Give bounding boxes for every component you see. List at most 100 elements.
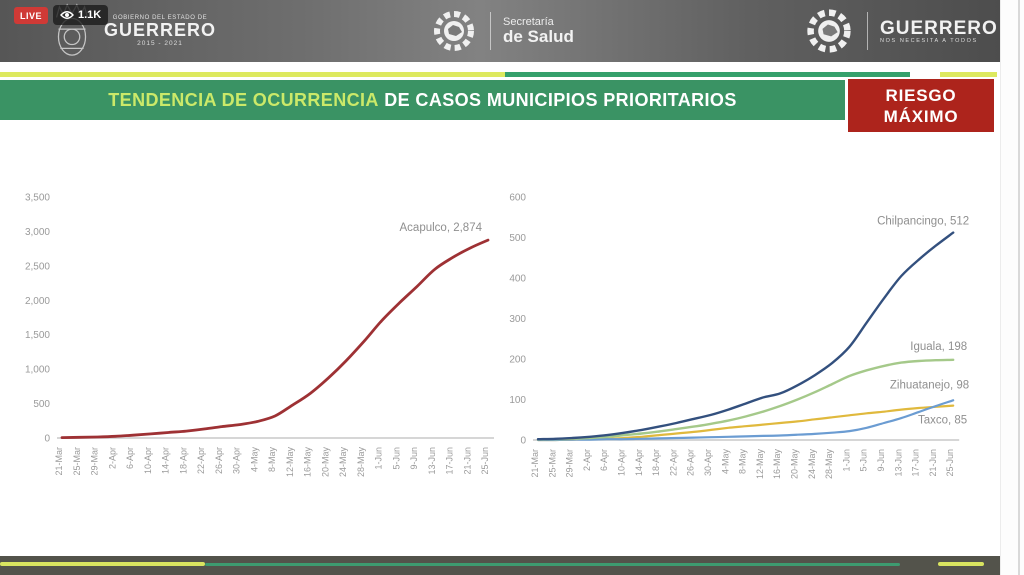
x-tick-label: 4-May [720, 449, 730, 475]
x-tick-label: 18-Apr [178, 447, 188, 474]
x-tick-label: 28-May [356, 447, 366, 478]
title-banner: TENDENCIA DE OCURRENCIA DE CASOS MUNICIP… [0, 80, 845, 120]
gov-line3: 2015 - 2021 [137, 40, 183, 47]
x-tick-label: 13-Jun [427, 447, 437, 475]
x-tick-label: 24-May [338, 447, 348, 478]
brand-line2: NOS NECESITA A TODOS [880, 37, 978, 44]
header-divider [490, 12, 491, 50]
gov-line2: GUERRERO [104, 20, 217, 40]
title-mid: DE CASOS [378, 89, 487, 110]
title-highlight: TENDENCIA DE OCURRENCIA [108, 89, 379, 110]
footer-line-green [205, 563, 900, 566]
salud-line1: Secretaría [503, 16, 554, 28]
x-tick-label: 21-Jun [462, 447, 472, 475]
gov-line1: GOBIERNO DEL ESTADO DE [112, 15, 208, 21]
series-line-chilpancingo [536, 231, 955, 441]
viewer-count: 1.1K [78, 9, 102, 21]
x-tick-label: 28-May [824, 449, 834, 480]
x-tick-label: 20-May [790, 449, 800, 480]
x-tick-label: 2-Apr [107, 447, 117, 469]
series-line-iguala [536, 358, 955, 441]
x-tick-label: 2-Apr [582, 449, 592, 471]
y-tick-label: 3,000 [25, 227, 50, 238]
right-gutter-edge [1000, 0, 1001, 575]
y-tick-label: 400 [509, 274, 526, 285]
y-tick-label: 2,000 [25, 296, 50, 307]
y-tick-label: 300 [509, 314, 526, 325]
x-tick-label: 1-Jun [374, 447, 384, 470]
x-tick-label: 14-Apr [161, 447, 171, 474]
x-tick-label: 16-May [303, 447, 313, 478]
x-tick-label: 16-May [772, 449, 782, 480]
x-tick-label: 25-Mar [547, 449, 557, 478]
y-tick-label: 500 [509, 233, 526, 244]
x-tick-label: 8-May [738, 449, 748, 475]
header-bar: GOBIERNO DEL ESTADO DE GUERRERO 2015 - 2… [0, 0, 1000, 62]
accent-stripe-green [505, 72, 910, 77]
series-line-acapulco [60, 238, 490, 440]
salud-wreath-icon [434, 11, 474, 51]
x-tick-label: 9-Jun [409, 447, 419, 470]
x-tick-label: 21-Mar [530, 449, 540, 478]
series-end-label-zihuatanejo: Zihuatanejo, 98 [890, 379, 969, 391]
x-tick-label: 13-Jun [893, 449, 903, 477]
acapulco-trend-chart: 0 500 1,000 1,500 2,000 2,500 3,000 3,500 21-Mar… [15, 185, 500, 515]
x-tick-label: 14-Apr [634, 449, 644, 476]
y-tick-label: 200 [509, 355, 526, 366]
x-tick-label: 12-May [755, 449, 765, 480]
y-tick-label: 2,500 [25, 261, 50, 272]
x-tick-label: 26-Apr [214, 447, 224, 474]
header-divider [867, 12, 868, 50]
series-end-label-taxco: Taxco, 85 [918, 415, 967, 427]
x-tick-label: 29-Mar [565, 449, 575, 478]
series-end-label-chilpancingo: Chilpancingo, 512 [877, 216, 969, 228]
accent-stripe-yellow-right [940, 72, 997, 77]
municipalities-chart-svg: 0 100 200 300 400 500 600 21-Mar 25-Mar 29-Mar 2-A… [509, 193, 969, 480]
eye-icon [60, 11, 74, 19]
x-tick-label: 25-Jun [480, 447, 490, 475]
x-tick-label: 25-Mar [72, 447, 82, 476]
risk-line1: RIESGO [885, 85, 957, 105]
x-tick-label: 26-Apr [686, 449, 696, 476]
x-tick-label: 6-Apr [599, 449, 609, 471]
x-tick-label: 17-Jun [911, 449, 921, 477]
x-tick-label: 8-May [267, 447, 277, 473]
x-tick-label: 22-Apr [668, 449, 678, 476]
series-line-zihuatanejo [536, 399, 955, 442]
accent-stripe-yellow [0, 72, 505, 77]
x-tick-label: 29-Mar [90, 447, 100, 476]
title-rest: MUNICIPIOS PRIORITARIOS [486, 89, 737, 110]
x-tick-label: 21-Mar [54, 447, 64, 476]
viewer-count-pill: 1.1K [53, 5, 109, 25]
acapulco-chart-svg: 0 500 1,000 1,500 2,000 2,500 3,000 3,500 21-Mar… [25, 193, 494, 478]
x-tick-label: 5-Jun [391, 447, 401, 470]
guerrero-wreath-icon [807, 9, 851, 53]
x-tick-label: 30-Apr [703, 449, 713, 476]
x-tick-label: 1-Jun [841, 449, 851, 472]
risk-badge: RIESGO MÁXIMO [848, 79, 994, 132]
right-gutter-line [1018, 0, 1020, 575]
live-badge: LIVE [14, 7, 48, 24]
risk-line2: MÁXIMO [883, 106, 959, 126]
y-tick-label: 1,500 [25, 330, 50, 341]
x-tick-label: 5-Jun [859, 449, 869, 472]
footer-line-yellow [0, 562, 205, 566]
x-tick-label: 24-May [807, 449, 817, 480]
y-tick-label: 1,000 [25, 365, 50, 376]
x-tick-label: 10-Apr [617, 449, 627, 476]
priority-municipalities-chart: 0 100 200 300 400 500 600 21-Mar 25-Mar 29-Mar 2-A… [500, 185, 985, 515]
brand-line1: GUERRERO [880, 17, 998, 39]
x-tick-label: 18-Apr [651, 449, 661, 476]
guerrero-state-logo-group: GOBIERNO DEL ESTADO DE GUERRERO 2015 - 2… [50, 2, 216, 60]
y-tick-label: 3,500 [25, 193, 50, 204]
y-tick-label: 600 [509, 193, 526, 204]
x-tick-label: 21-Jun [928, 449, 938, 477]
x-tick-label: 9-Jun [876, 449, 886, 472]
y-tick-label: 100 [509, 395, 526, 406]
x-tick-label: 17-Jun [445, 447, 455, 475]
series-end-label-acapulco: Acapulco, 2,874 [400, 222, 483, 234]
x-tick-label: 20-May [320, 447, 330, 478]
x-tick-label: 30-Apr [232, 447, 242, 474]
footer-line-yellow-dash [938, 562, 984, 566]
y-tick-label: 500 [33, 399, 50, 410]
